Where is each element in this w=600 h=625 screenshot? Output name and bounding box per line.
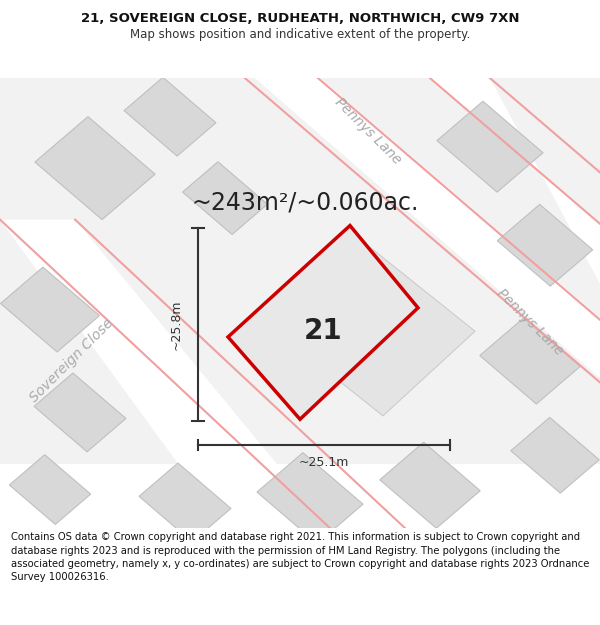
Polygon shape xyxy=(34,373,126,452)
Polygon shape xyxy=(35,117,155,219)
Text: Pennys Lane: Pennys Lane xyxy=(494,286,566,358)
Polygon shape xyxy=(182,162,268,234)
Polygon shape xyxy=(255,229,475,416)
Polygon shape xyxy=(0,219,330,528)
Polygon shape xyxy=(0,78,600,528)
Text: Contains OS data © Crown copyright and database right 2021. This information is : Contains OS data © Crown copyright and d… xyxy=(11,532,589,582)
Polygon shape xyxy=(257,452,363,544)
Polygon shape xyxy=(437,101,543,192)
Polygon shape xyxy=(10,455,91,524)
Text: Map shows position and indicative extent of the property.: Map shows position and indicative extent… xyxy=(130,28,470,41)
Polygon shape xyxy=(1,267,100,352)
Polygon shape xyxy=(480,318,580,404)
Text: 21: 21 xyxy=(304,317,343,345)
Polygon shape xyxy=(430,78,600,284)
Polygon shape xyxy=(228,226,418,419)
Text: ~25.8m: ~25.8m xyxy=(170,299,182,350)
Text: Sovereign Close: Sovereign Close xyxy=(28,316,116,406)
Polygon shape xyxy=(497,204,593,286)
Polygon shape xyxy=(511,418,599,493)
Polygon shape xyxy=(124,78,216,156)
Text: ~25.1m: ~25.1m xyxy=(299,456,349,469)
Polygon shape xyxy=(139,463,231,542)
Text: ~243m²/~0.060ac.: ~243m²/~0.060ac. xyxy=(191,191,419,214)
Polygon shape xyxy=(380,442,480,528)
Text: 21, SOVEREIGN CLOSE, RUDHEATH, NORTHWICH, CW9 7XN: 21, SOVEREIGN CLOSE, RUDHEATH, NORTHWICH… xyxy=(81,12,519,26)
Polygon shape xyxy=(0,78,600,528)
Polygon shape xyxy=(245,78,600,378)
Polygon shape xyxy=(0,464,600,528)
Text: Pennys Lane: Pennys Lane xyxy=(332,95,404,168)
